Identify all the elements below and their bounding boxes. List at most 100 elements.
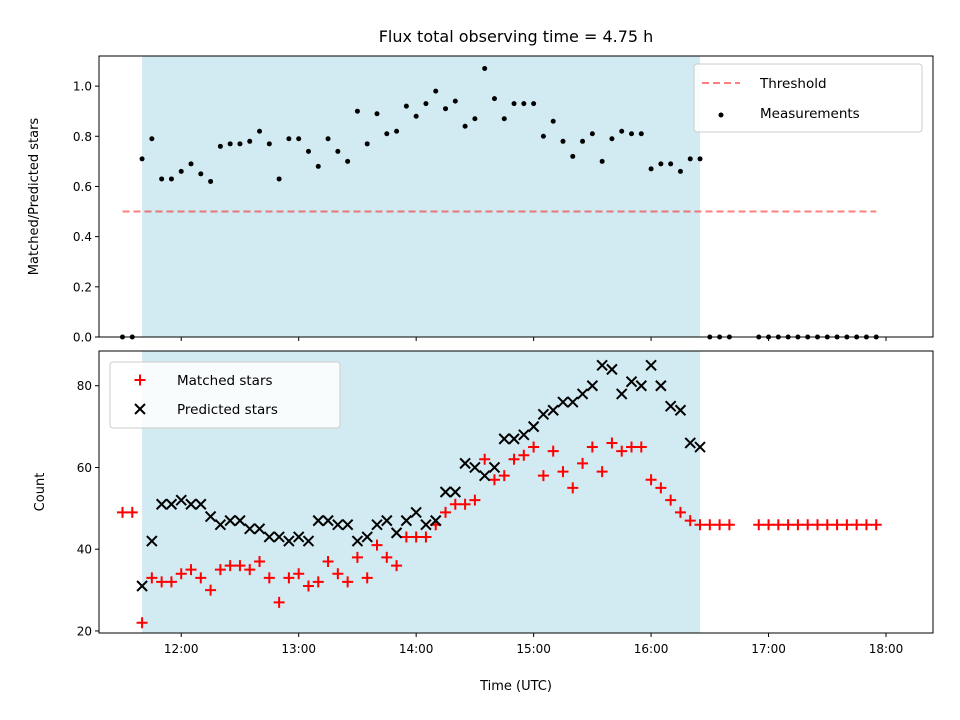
matched-star-point — [136, 617, 148, 629]
matched-star-point — [312, 576, 324, 588]
matched-star-point — [165, 576, 177, 588]
predicted-star-point — [439, 486, 452, 498]
matched-star-point — [351, 551, 363, 563]
predicted-star-point — [674, 404, 687, 416]
matched-star-point — [763, 519, 775, 531]
matched-star-point — [518, 449, 530, 461]
top-observing-window-shade — [142, 56, 701, 337]
predicted-star-point — [361, 531, 373, 543]
legend-measurements-swatch — [718, 112, 724, 118]
matched-star-point — [156, 576, 168, 588]
matched-star-point — [802, 519, 814, 531]
predicted-star-point — [635, 380, 648, 392]
measurement-point — [619, 128, 625, 134]
y-tick-label: 1.0 — [73, 80, 92, 94]
bottom-x-ticks: 12:00 13:00 14:00 15:00 16:00 17:00 18:00 — [164, 633, 903, 656]
chart-title: Flux total observing time = 4.75 h — [379, 27, 654, 46]
measurement-point — [482, 66, 488, 72]
measurement-point — [305, 148, 311, 154]
matched-star-point — [175, 568, 187, 580]
y-tick-label: 0.6 — [73, 180, 92, 194]
x-tick-label: 18:00 — [869, 642, 904, 656]
measurement-point — [570, 153, 576, 159]
measurement-point — [198, 171, 204, 177]
measurement-point — [364, 141, 370, 147]
bottom-axes-frame — [98, 350, 934, 634]
predicted-star-point — [518, 429, 530, 441]
predicted-star-point — [146, 535, 158, 547]
predicted-star-point — [694, 441, 706, 453]
measurement-point — [345, 158, 351, 164]
measurement-point — [247, 138, 253, 144]
predicted-star-point — [645, 359, 657, 372]
predicted-star-point — [586, 380, 599, 392]
predicted-star-point — [547, 404, 559, 416]
predicted-star-point — [537, 408, 550, 421]
predicted-star-point — [322, 514, 334, 527]
top-axes-frame — [98, 55, 934, 338]
measurement-point — [208, 178, 214, 184]
matched-star-point — [870, 519, 882, 531]
measurement-point — [629, 131, 635, 137]
predicted-star-point — [606, 363, 618, 376]
y-tick-label: 0.4 — [73, 230, 92, 244]
x-axis-label: Time (UTC) — [479, 679, 552, 694]
predicted-star-point — [234, 514, 246, 527]
predicted-star-point — [302, 535, 315, 547]
legend-predicted-label: Predicted stars — [177, 402, 278, 418]
measurement-point — [237, 141, 243, 147]
measurement-point — [188, 161, 194, 167]
predicted-star-point — [136, 580, 148, 592]
top-x-ticks — [180, 337, 887, 341]
legend-threshold-label: Threshold — [759, 76, 827, 92]
matched-star-point — [469, 494, 481, 506]
predicted-star-point — [244, 523, 256, 535]
measurement-point — [325, 136, 331, 142]
matched-star-point — [596, 466, 608, 478]
y-tick-label: 60 — [77, 461, 92, 475]
matched-star-point — [772, 519, 784, 531]
predicted-star-point — [410, 506, 422, 519]
measurement-point — [697, 156, 703, 162]
bottom-y-axis-label: Count — [33, 473, 48, 512]
y-tick-label: 0.0 — [73, 331, 92, 345]
matched-star-point — [860, 519, 872, 531]
x-tick-label: 13:00 — [281, 642, 316, 656]
matched-star-point — [302, 580, 314, 592]
predicted-star-point — [430, 514, 442, 527]
matched-star-point — [459, 498, 471, 510]
predicted-star-point — [292, 531, 305, 543]
x-tick-label: 14:00 — [399, 642, 434, 656]
matched-star-point — [224, 560, 236, 572]
matched-star-point — [146, 572, 158, 584]
matched-star-point — [586, 441, 598, 453]
matched-star-point — [116, 506, 128, 518]
measurement-point — [227, 141, 233, 147]
matched-star-point — [214, 564, 226, 576]
matched-star-point — [567, 482, 579, 494]
measurement-point — [531, 101, 537, 107]
x-tick-label: 17:00 — [751, 642, 786, 656]
matched-star-point — [488, 474, 500, 486]
measurement-point — [462, 123, 468, 129]
measurement-point — [276, 176, 282, 182]
measurement-point — [384, 131, 390, 137]
measurement-point — [609, 136, 615, 142]
x-tick-label: 16:00 — [634, 642, 669, 656]
measurement-point — [521, 101, 527, 107]
predicted-star-point — [351, 535, 364, 547]
measurement-point — [658, 161, 664, 167]
matched-star-point — [283, 572, 295, 584]
y-tick-label: 80 — [77, 379, 92, 393]
matched-star-point — [126, 506, 138, 518]
measurement-point — [423, 101, 429, 107]
predicted-star-point — [498, 433, 510, 445]
predicted-star-point — [488, 461, 501, 474]
predicted-star-point — [204, 510, 217, 523]
matched-star-point — [811, 519, 823, 531]
bottom-legend-box — [109, 361, 341, 429]
measurement-point — [266, 141, 272, 147]
predicted-star-point — [567, 396, 579, 408]
matched-star-point — [195, 572, 207, 584]
